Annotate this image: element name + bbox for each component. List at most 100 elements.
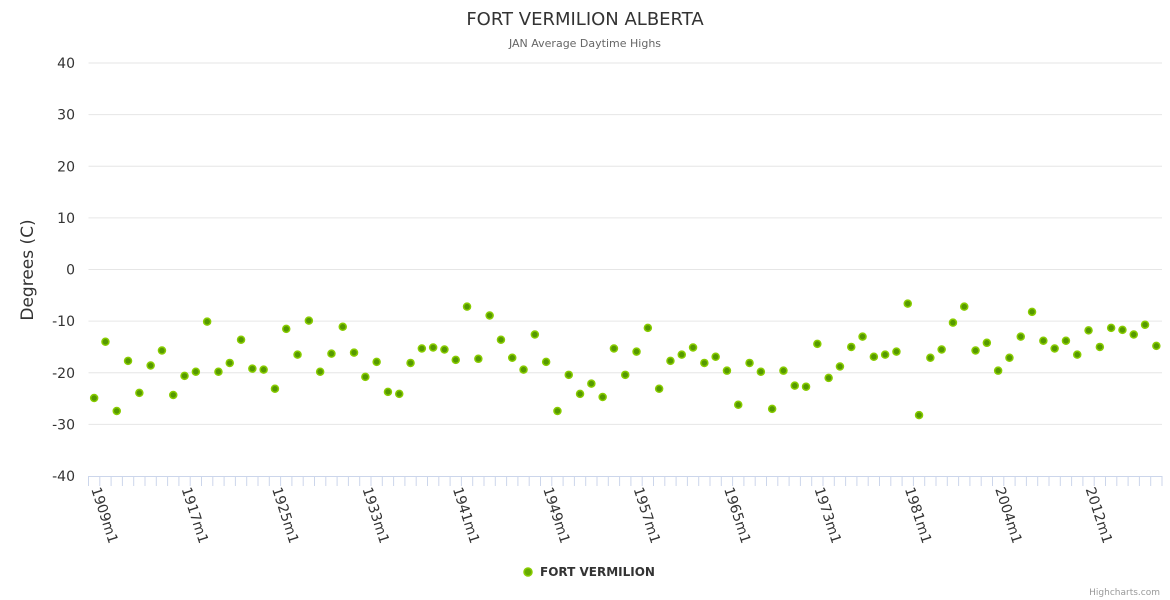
data-point [779, 366, 788, 375]
data-point [1140, 320, 1150, 329]
data-point [428, 343, 438, 352]
y-axis-title: Degrees (C) [18, 219, 38, 320]
data-point [123, 356, 133, 366]
legend-marker-icon [523, 567, 533, 577]
data-point [112, 406, 121, 416]
data-point [700, 358, 709, 368]
data-point [451, 355, 460, 365]
data-point [315, 367, 325, 376]
data-point [135, 388, 144, 398]
data-point [89, 393, 99, 403]
data-point [926, 353, 935, 363]
data-point [711, 352, 720, 361]
data-point [960, 302, 969, 311]
data-point [1106, 323, 1116, 333]
legend-item[interactable]: FORT VERMILION [523, 565, 655, 579]
y-tick-label: 0 [66, 263, 75, 279]
y-tick-label: -10 [52, 314, 75, 330]
data-point [327, 349, 336, 358]
x-tick-label: 2012m1 [1082, 485, 1115, 545]
data-point [564, 370, 573, 380]
x-tick-label: 1917m1 [178, 485, 211, 545]
data-point [609, 344, 619, 353]
x-tick-label: 1949m1 [539, 485, 572, 545]
data-point [903, 299, 912, 308]
data-point [338, 322, 347, 332]
y-tick-label: -30 [52, 417, 75, 433]
data-point [236, 335, 246, 344]
data-point [767, 404, 777, 414]
data-point [146, 361, 155, 370]
data-point [519, 365, 528, 374]
data-point [1005, 353, 1014, 363]
data-point [813, 339, 822, 349]
data-point [191, 367, 201, 376]
x-tick-label: 1909m1 [87, 485, 120, 545]
data-point [553, 406, 562, 416]
data-point [914, 410, 924, 420]
data-point [745, 358, 754, 368]
data-point [248, 364, 257, 373]
data-point [858, 332, 867, 341]
y-tick-label: 40 [57, 56, 75, 72]
data-point [496, 335, 506, 344]
data-point [1152, 341, 1161, 351]
data-point [485, 311, 494, 320]
data-point [259, 365, 268, 374]
credits-link[interactable]: Highcharts.com [1089, 588, 1160, 598]
data-point [372, 357, 381, 367]
data-point [756, 367, 766, 376]
x-tick-label: 1981m1 [901, 485, 934, 545]
data-point [621, 370, 630, 380]
x-tick-label: 2004m1 [991, 485, 1024, 545]
data-point [654, 384, 664, 394]
y-tick-label: 10 [57, 211, 75, 227]
data-point [1027, 307, 1037, 317]
data-point [892, 347, 901, 356]
data-point [157, 346, 167, 355]
data-point [880, 350, 890, 359]
data-point [643, 323, 653, 333]
y-tick-label: -20 [52, 366, 75, 382]
data-point [530, 330, 540, 339]
data-point [383, 387, 393, 397]
data-point [1118, 325, 1127, 335]
data-point [440, 345, 449, 354]
data-point [225, 358, 234, 368]
data-point [598, 392, 607, 402]
data-point [677, 350, 686, 359]
data-point [1129, 330, 1138, 339]
data-point [361, 372, 370, 382]
data-point [587, 379, 596, 388]
data-point [1016, 332, 1025, 341]
y-tick-label: -40 [52, 469, 75, 485]
data-point [937, 345, 946, 354]
data-point [1095, 342, 1105, 352]
data-point [824, 373, 833, 383]
data-point [1084, 326, 1093, 335]
data-point [541, 357, 551, 367]
data-point [417, 344, 427, 353]
y-tick-label: 30 [57, 108, 75, 124]
data-point [282, 324, 291, 334]
data-point [293, 350, 302, 359]
x-tick-label: 1925m1 [268, 485, 301, 545]
x-tick-label: 1957m1 [630, 485, 663, 545]
data-point [270, 384, 280, 394]
data-point [1039, 336, 1048, 345]
data-point [734, 400, 743, 410]
data-point [993, 366, 1003, 375]
data-point [395, 389, 404, 399]
data-point [202, 317, 212, 326]
data-point [1073, 350, 1082, 359]
data-point [474, 354, 483, 364]
data-point [1061, 336, 1071, 345]
data-point [101, 337, 110, 347]
data-point [688, 343, 698, 352]
data-point [869, 352, 879, 361]
data-point [801, 382, 811, 391]
data-point [462, 302, 472, 311]
x-tick-label: 1965m1 [720, 485, 753, 545]
chart-title: FORT VERMILION ALBERTA [466, 9, 704, 30]
